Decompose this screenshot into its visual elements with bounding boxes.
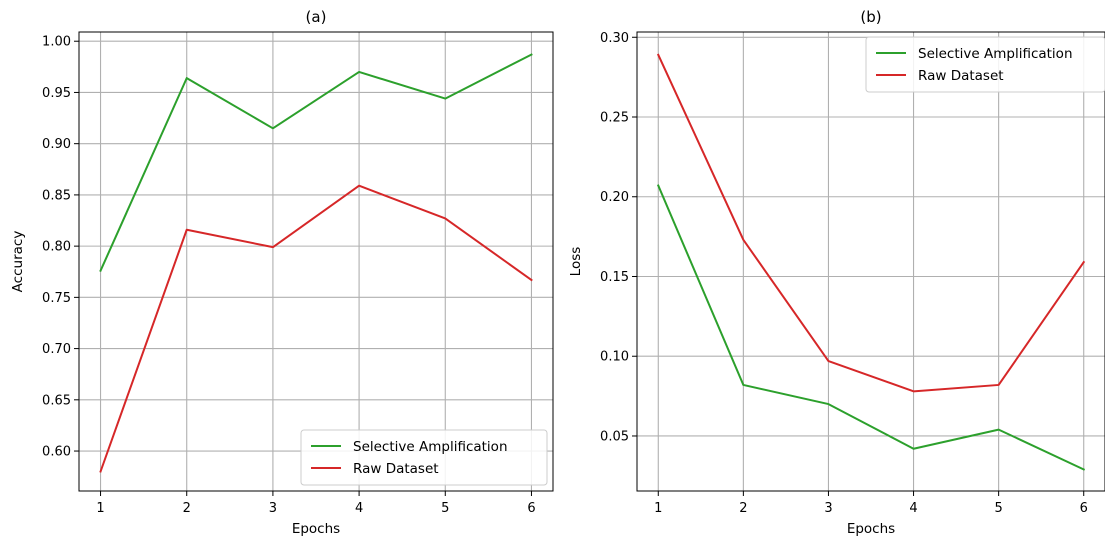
legend-label: Raw Dataset [918,68,1004,84]
chart-panel-b: 1 2 3 4 5 6 0.05 0.10 0.15 0.20 0.25 0.30 (b) Epochs L… [568,8,1105,537]
y-tick-label: 0.20 [600,190,629,205]
axes-frame [636,31,1105,492]
y-tick-label: 0.30 [600,31,629,46]
x-tick-label: 2 [183,501,191,516]
x-tick-label: 6 [1080,501,1088,516]
y-tick-label: 0.80 [42,240,71,255]
x-tick-label: 5 [994,501,1002,516]
x-axis-title: Epochs [847,521,895,537]
y-tick-label: 0.65 [42,393,71,408]
y-tick-label: 1.00 [42,35,71,50]
y-tick-label: 0.10 [600,350,629,365]
axes-frame [78,31,554,492]
panel-title: (b) [860,8,881,26]
x-tick-label: 6 [527,501,535,516]
gridlines [637,32,1105,491]
x-tick-label: 5 [441,501,449,516]
panel-title: (a) [306,8,327,26]
gridlines [79,32,553,491]
y-tick-label: 0.70 [42,342,71,357]
series-line-raw-dataset [99,184,533,473]
legend-box [300,429,548,486]
legend-label: Selective Amplification [918,46,1073,62]
legend-label: Selective Amplification [353,439,508,455]
y-axis-title: Loss [568,247,584,277]
chart-panel-a: 1 2 3 4 5 6 0.60 0.65 0.70 0.75 0.80 0.85 0.90 0.95 1.… [10,8,554,537]
y-tick-label: 0.60 [42,445,71,460]
legend-label: Raw Dataset [353,461,439,477]
y-tick-label: 0.85 [42,188,71,203]
series-line-selective-amplification [656,184,1086,471]
x-tick-label: 4 [355,501,363,516]
y-axis-title: Accuracy [10,231,26,293]
x-tick-label: 2 [739,501,747,516]
x-tick-label: 3 [269,501,277,516]
y-tick-label: 0.05 [600,429,629,444]
legend: Selective Amplification Raw Dataset [300,429,548,486]
y-tick-label: 0.95 [42,86,71,101]
y-tick-label: 0.75 [42,291,71,306]
series-line-selective-amplification [99,53,533,273]
y-tick-label: 0.15 [600,270,629,285]
legend: Selective Amplification Raw Dataset [865,36,1105,93]
x-tick-label: 1 [654,501,662,516]
x-tick-label: 1 [96,501,104,516]
legend-box [865,36,1105,93]
series-line-raw-dataset [656,53,1086,393]
x-tick-label: 3 [824,501,832,516]
x-axis-title: Epochs [292,521,340,537]
x-tick-label: 4 [909,501,917,516]
y-tick-label: 0.25 [600,111,629,126]
y-tick-label: 0.90 [42,137,71,152]
